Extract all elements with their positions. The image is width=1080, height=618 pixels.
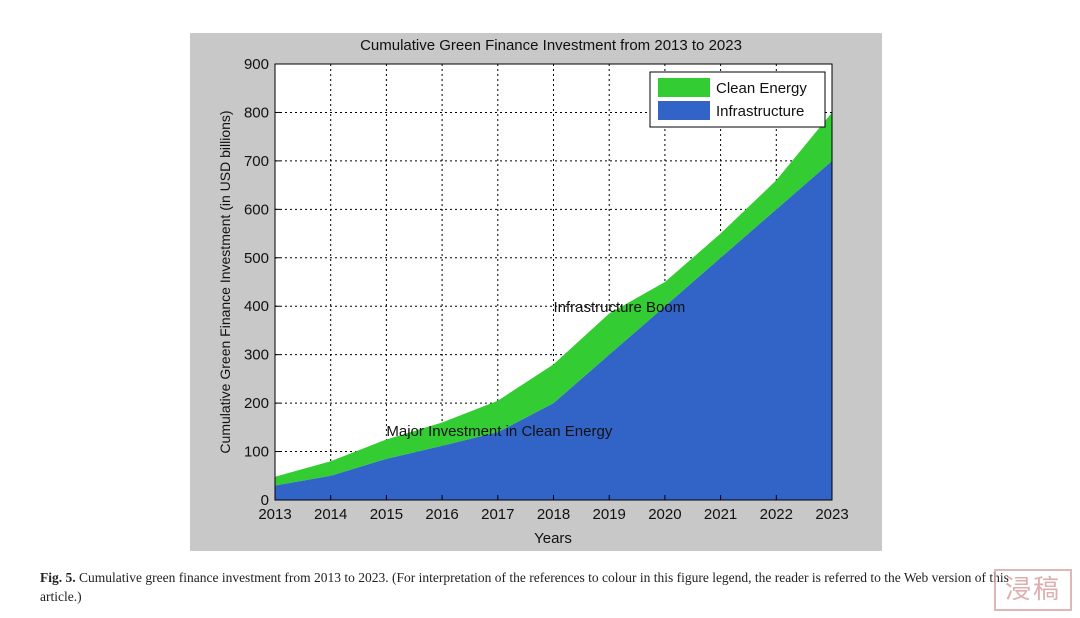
legend-swatch-clean-energy (658, 78, 710, 97)
y-tick-label: 600 (244, 201, 269, 218)
caption-label: Fig. 5. (40, 570, 76, 585)
chart-title: Cumulative Green Finance Investment from… (360, 37, 742, 54)
legend-label-infrastructure: Infrastructure (716, 103, 804, 120)
y-tick-label: 200 (244, 395, 269, 412)
legend-swatch-infrastructure (658, 101, 710, 120)
chart: Cumulative Green Finance Investment from… (217, 37, 849, 547)
y-axis-label: Cumulative Green Finance Investment (in … (217, 110, 233, 453)
figure-caption: Fig. 5. Cumulative green finance investm… (40, 568, 1050, 606)
legend: Clean Energy Infrastructure (649, 71, 826, 128)
x-tick-label: 2020 (648, 506, 681, 523)
annotation-label: Major Investment in Clean Energy (386, 423, 612, 440)
caption-text: Cumulative green finance investment from… (40, 570, 1009, 604)
y-tick-label: 700 (244, 153, 269, 170)
x-tick-label: 2019 (593, 506, 626, 523)
y-tick-label: 400 (244, 298, 269, 315)
y-tick-label: 900 (244, 56, 269, 73)
axis-ticks: 2013 2014 2015 2016 2017 2018 2019 2020 2021 2022… (244, 56, 849, 523)
x-tick-label: 2015 (370, 506, 403, 523)
x-tick-label: 2013 (258, 506, 291, 523)
area-series (275, 112, 832, 500)
y-tick-label: 500 (244, 250, 269, 267)
y-tick-label: 800 (244, 104, 269, 121)
watermark-stamp: 浸稿 (994, 569, 1072, 611)
x-tick-label: 2014 (314, 506, 347, 523)
x-tick-label: 2017 (481, 506, 514, 523)
y-tick-label: 300 (244, 347, 269, 364)
x-tick-label: 2016 (425, 506, 458, 523)
area-infrastructure (275, 160, 832, 500)
x-tick-label: 2021 (704, 506, 737, 523)
y-tick-label: 100 (244, 444, 269, 461)
legend-label-clean-energy: Clean Energy (716, 80, 807, 97)
x-tick-label: 2018 (537, 506, 570, 523)
annotations: Infrastructure Boom Major Investment in C… (386, 299, 685, 440)
x-tick-label: 2023 (815, 506, 848, 523)
annotation-label: Infrastructure Boom (554, 299, 686, 316)
figure-panel: Cumulative Green Finance Investment from… (190, 33, 882, 551)
x-axis-label: Years (534, 530, 572, 547)
y-tick-label: 0 (261, 492, 269, 509)
x-tick-label: 2022 (760, 506, 793, 523)
